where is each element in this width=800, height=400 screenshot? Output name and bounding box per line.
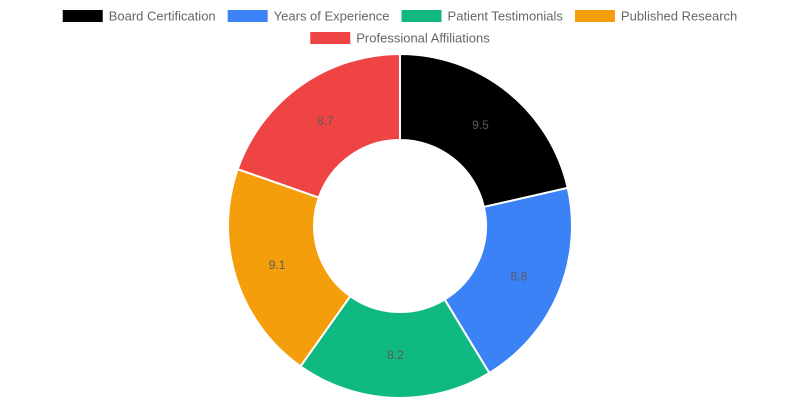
slice-board-certification[interactable] — [399, 52, 569, 209]
legend-swatch-years-of-experience — [227, 10, 268, 22]
legend-item-patient-testimonials[interactable]: Patient Testimonials — [401, 9, 564, 24]
slice-professional-affiliations[interactable] — [236, 52, 401, 199]
value-label-patient-testimonials: 8.2 — [387, 348, 404, 362]
legend-item-professional-affiliations[interactable]: Professional Affiliations — [310, 31, 490, 46]
legend-label-years-of-experience: Years of Experience — [274, 9, 390, 24]
slices — [227, 52, 573, 399]
legend-item-years-of-experience[interactable]: Years of Experience — [227, 9, 390, 24]
legend-label-published-research: Published Research — [621, 9, 737, 24]
legend-swatch-board-certification — [62, 10, 103, 22]
value-label-professional-affiliations: 8.7 — [317, 114, 334, 128]
value-label-published-research: 9.1 — [269, 258, 286, 272]
slice-years-of-experience[interactable] — [443, 186, 573, 375]
value-label-board-certification: 9.5 — [472, 118, 489, 132]
legend-label-patient-testimonials: Patient Testimonials — [448, 9, 564, 24]
legend-swatch-published-research — [574, 10, 615, 22]
slice-published-research[interactable] — [227, 167, 352, 368]
value-labels: 9.5 8.8 8.2 9.1 8.7 — [269, 114, 528, 362]
legend-item-board-certification[interactable]: Board Certification — [62, 9, 216, 24]
slice-patient-testimonials[interactable] — [299, 294, 491, 399]
legend-label-board-certification: Board Certification — [109, 9, 216, 24]
legend-swatch-patient-testimonials — [401, 10, 442, 22]
legend-label-professional-affiliations: Professional Affiliations — [356, 31, 490, 46]
value-label-years-of-experience: 8.8 — [510, 269, 527, 283]
legend-swatch-professional-affiliations — [310, 32, 351, 44]
legend: Board Certification Years of Experience Pa… — [62, 9, 737, 46]
legend-item-published-research[interactable]: Published Research — [574, 9, 737, 24]
